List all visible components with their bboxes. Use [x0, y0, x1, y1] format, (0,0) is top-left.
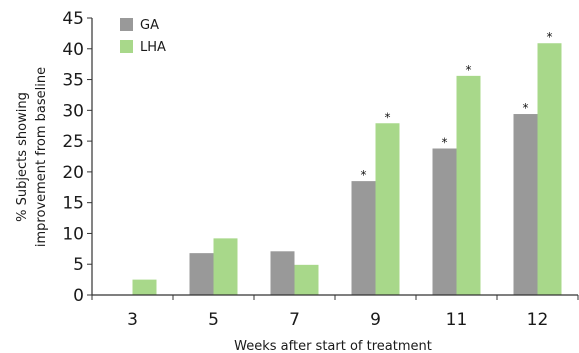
significance-marker: *	[442, 135, 448, 149]
bar-lha-9	[375, 123, 400, 295]
y-tick-label: 35	[62, 71, 84, 91]
legend-label-lha: LHA	[140, 40, 166, 55]
significance-marker: *	[466, 63, 472, 77]
significance-marker: *	[523, 101, 529, 115]
significance-marker: *	[361, 168, 367, 182]
significance-marker: *	[385, 110, 391, 124]
y-axis-label-line-2: improvement from baseline	[34, 67, 49, 247]
bars: * * * * * *	[132, 30, 562, 296]
bar-lha-3	[132, 279, 157, 295]
y-tick-label: 30	[62, 101, 84, 121]
legend-swatch-ga	[120, 18, 133, 31]
bar-lha-7	[294, 264, 319, 295]
x-tick-label: 11	[446, 310, 468, 330]
axes	[91, 18, 578, 296]
y-tick-label: 45	[62, 9, 84, 29]
legend-swatch-lha	[120, 40, 133, 53]
y-axis-label-line-1: % Subjects showing	[15, 92, 30, 222]
bar-lha-11	[456, 75, 481, 296]
y-tick-label: 40	[62, 40, 84, 60]
y-axis-ticks: 0 5 10 15 20 25 30 35 40 45	[62, 9, 92, 306]
legend-label-ga: GA	[140, 18, 159, 33]
x-axis-ticks: 3 5 7 9 11 12	[91, 295, 579, 330]
y-tick-label: 15	[62, 194, 84, 214]
bar-lha-5	[213, 238, 238, 295]
y-tick-label: 5	[73, 255, 84, 275]
x-tick-label: 7	[289, 310, 300, 330]
y-axis-title: % Subjects showing improvement from base…	[15, 67, 49, 247]
x-tick-label: 3	[127, 310, 138, 330]
x-axis-label: Weeks after start of treatment	[234, 339, 432, 353]
bar-ga-7	[270, 251, 295, 295]
y-tick-label: 20	[62, 163, 84, 183]
bar-ga-9	[351, 181, 376, 295]
y-tick-label: 0	[73, 286, 84, 306]
bar-lha-12	[537, 43, 562, 295]
significance-marker: *	[547, 30, 553, 44]
bar-ga-11	[432, 148, 457, 295]
legend: GA LHA	[120, 18, 166, 55]
x-tick-label: 5	[208, 310, 219, 330]
bar-ga-12	[513, 114, 538, 295]
y-tick-label: 25	[62, 132, 84, 152]
x-tick-label: 12	[527, 310, 549, 330]
x-tick-label: 9	[370, 310, 381, 330]
y-tick-label: 10	[62, 224, 84, 244]
bar-ga-5	[189, 253, 214, 295]
